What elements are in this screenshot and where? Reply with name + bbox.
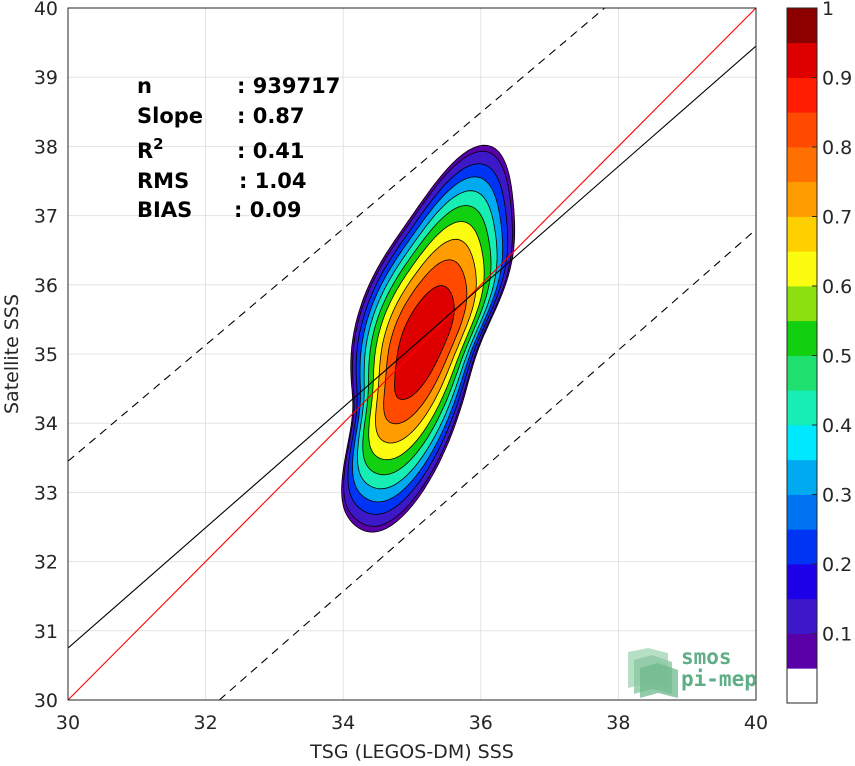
colorbar-tick-labels: 0.1 0.2 0.3 0.4 0.5 0.6 0.7 0.8 0.9 1 (812, 0, 852, 646)
colorbar-tick-label-4: 0.5 (822, 346, 852, 368)
colorbar-bin-4 (787, 529, 817, 565)
colorbar-tick-label-2: 0.3 (822, 485, 852, 507)
colorbar-bin-6 (787, 459, 817, 495)
logo-waves-icon (628, 648, 678, 698)
colorbar (786, 7, 818, 704)
density-contours (341, 144, 516, 533)
x-tick-label-5: 40 (744, 712, 768, 734)
stat-value-0: : 939717 (237, 74, 340, 98)
upper-bound-line (68, 8, 605, 462)
colorbar-tick-label-7: 0.8 (822, 137, 852, 159)
colorbar-bin-3 (787, 564, 817, 600)
stat-label-0: n (137, 74, 152, 98)
colorbar-bin-13 (787, 216, 817, 252)
x-tick-label-1: 32 (194, 712, 218, 734)
colorbar-bin-19 (787, 8, 817, 44)
stat-value-4: : 0.09 (234, 198, 302, 222)
x-axis-label: TSG (LEGOS-DM) SSS (309, 741, 514, 763)
colorbar-bin-8 (787, 390, 817, 426)
x-tick-label-2: 34 (331, 712, 355, 734)
colorbar-bin-12 (787, 251, 817, 287)
plot-frame (67, 7, 757, 701)
colorbar-tick-label-8: 0.9 (822, 68, 852, 90)
y-tick-label-6: 36 (34, 275, 58, 297)
reference-lines (68, 8, 756, 700)
smos-pimep-logo: smos pi-mep (628, 645, 757, 698)
y-axis-label: Satellite SSS (1, 294, 23, 414)
colorbar-bin-15 (787, 147, 817, 183)
stat-sup-2: 2 (153, 135, 163, 153)
stat-label-4: BIAS (137, 198, 192, 222)
colorbar-bin-5 (787, 494, 817, 530)
colorbar-tick-label-6: 0.7 (822, 207, 852, 229)
y-tick-label-8: 38 (34, 136, 58, 158)
y-tick-labels: 30 31 32 33 34 35 36 37 38 39 40 (34, 0, 58, 712)
stat-label-1: Slope (137, 104, 203, 128)
stat-label-3: RMS (137, 169, 189, 193)
colorbar-bin-14 (787, 181, 817, 217)
colorbar-bin-9 (787, 355, 817, 391)
stat-value-1: : 0.87 (237, 104, 305, 128)
y-tick-label-0: 30 (34, 690, 58, 712)
x-tick-label-3: 36 (469, 712, 493, 734)
colorbar-bin-16 (787, 112, 817, 148)
y-tick-label-10: 40 (34, 0, 58, 20)
colorbar-tick-label-3: 0.4 (822, 415, 852, 437)
colorbar-bin-1 (787, 633, 817, 669)
y-tick-label-2: 32 (34, 552, 58, 574)
y-tick-label-4: 34 (34, 413, 58, 435)
y-tick-label-5: 35 (34, 344, 58, 366)
colorbar-tick-label-0: 0.1 (822, 624, 852, 646)
colorbar-bin-2 (787, 598, 817, 634)
colorbar-bin-18 (787, 42, 817, 78)
colorbar-bin-10 (787, 320, 817, 356)
one-to-one-line (68, 8, 756, 700)
colorbar-tick-label-5: 0.6 (822, 276, 852, 298)
contour-level-9 (394, 285, 455, 400)
colorbar-bin-17 (787, 77, 817, 113)
x-tick-label-4: 38 (606, 712, 630, 734)
regression-line (68, 45, 756, 649)
y-tick-label-9: 39 (34, 67, 58, 89)
logo-text-pimep: pi-mep (681, 667, 757, 691)
x-tick-labels: 30 32 34 36 38 40 (56, 712, 768, 734)
colorbar-bin-7 (787, 425, 817, 461)
logo-text-smos: smos (681, 645, 732, 669)
y-tick-label-7: 37 (34, 206, 58, 228)
colorbar-bin-0 (787, 668, 817, 704)
y-tick-label-3: 33 (34, 482, 58, 504)
y-tick-label-1: 31 (34, 621, 58, 643)
stat-value-2: : 0.41 (237, 139, 305, 163)
stat-value-3: : 1.04 (239, 169, 307, 193)
colorbar-tick-label-9: 1 (822, 0, 834, 20)
x-tick-label-0: 30 (56, 712, 80, 734)
lower-bound-line (218, 229, 756, 700)
colorbar-tick-label-1: 0.2 (822, 554, 852, 576)
colorbar-bin-11 (787, 286, 817, 322)
